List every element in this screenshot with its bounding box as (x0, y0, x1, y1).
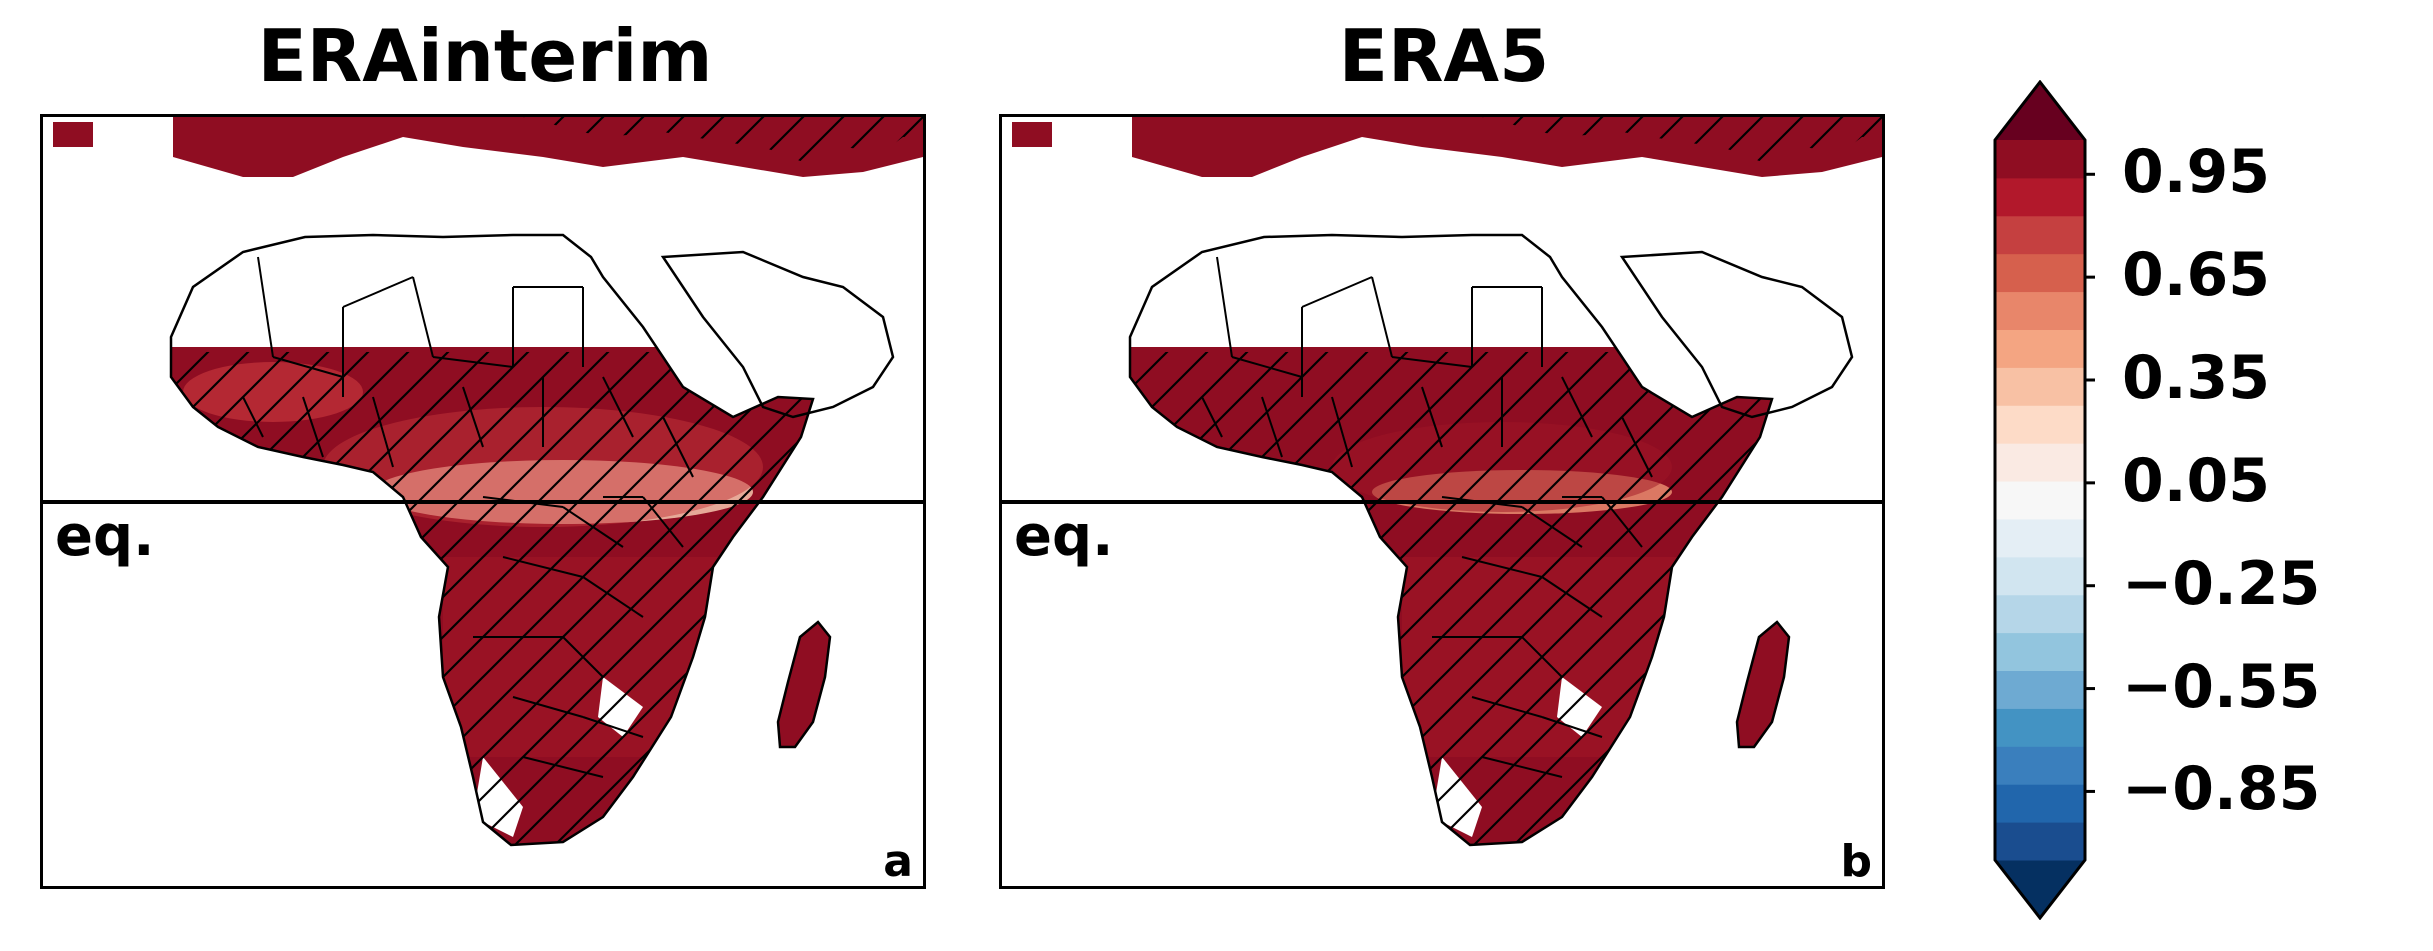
country-border (662, 416, 694, 478)
colorbar-bin (1995, 367, 2085, 406)
country-border (512, 696, 584, 718)
colorbar-tick-label: 0.35 (2122, 343, 2271, 413)
country-border (1461, 556, 1543, 578)
country-border (1521, 506, 1583, 548)
colorbar-bin (1995, 253, 2085, 293)
africa-coastline (169, 233, 815, 847)
country-border (1621, 416, 1653, 478)
country-border (1541, 716, 1603, 738)
colorbar-bin (1995, 518, 2085, 558)
equator-label-b: eq. (1014, 504, 1114, 569)
country-border (582, 716, 644, 738)
madagascar (776, 620, 832, 749)
colorbar-tick-label: 0.65 (2122, 240, 2271, 311)
country-border (1231, 356, 1303, 378)
africa-coastline (1128, 233, 1774, 847)
country-border (522, 756, 604, 778)
colorbar-tick-label: 0.95 (2122, 137, 2271, 208)
panel-a-title: ERAinterim (257, 14, 713, 98)
arabian-peninsula (1619, 250, 1854, 419)
colorbar-bin (1995, 784, 2085, 823)
country-border (272, 356, 344, 378)
panel-letter-b: b (1840, 836, 1873, 887)
arabian-peninsula (660, 250, 895, 419)
colorbar-tick-label: −0.55 (2122, 651, 2321, 722)
map-panel-b: eq. b (999, 114, 1885, 889)
colorbar-outline (1993, 80, 2087, 920)
colorbar-bin (1995, 177, 2085, 217)
colorbar-bin (1995, 708, 2085, 747)
colorbar-bin (1995, 443, 2085, 482)
country-border (257, 256, 274, 358)
colorbar-bin (1995, 822, 2085, 861)
colorbar-bin (1995, 746, 2085, 785)
map-a-canvas (43, 117, 923, 847)
country-border (1301, 276, 1373, 308)
map-panel-a: eq. a (40, 114, 926, 889)
panel-letter-a: a (883, 836, 913, 887)
country-border (1371, 276, 1393, 358)
country-border (462, 386, 484, 448)
colorbar-bin (1995, 670, 2085, 709)
country-border (1521, 636, 1563, 678)
country-border (302, 396, 324, 458)
colorbar-bin (1995, 405, 2085, 444)
colorbar-bin (1995, 215, 2085, 255)
colorbar-tick-label: −0.85 (2122, 754, 2321, 825)
country-border (1391, 356, 1473, 368)
country-border (432, 356, 514, 368)
equator-label-a: eq. (55, 504, 155, 569)
country-border (562, 636, 604, 678)
country-border (1481, 756, 1563, 778)
country-border (1201, 396, 1223, 438)
country-border (242, 396, 264, 438)
colorbar-tick-label: −0.25 (2122, 548, 2321, 619)
colorbar-tick-label: 0.05 (2122, 445, 2271, 516)
country-border (1331, 396, 1353, 468)
colorbar-extend-low (1995, 860, 2085, 918)
country-border (1601, 496, 1643, 548)
country-border (1561, 376, 1593, 438)
country-border (642, 496, 684, 548)
colorbar-bin (1995, 140, 2085, 179)
colorbar-bin (1995, 594, 2085, 634)
country-border (412, 276, 434, 358)
colorbar-extend-high (1995, 82, 2085, 140)
correlation-field (171, 347, 813, 845)
country-border (1421, 386, 1443, 448)
map-b-canvas (1002, 117, 1882, 847)
colorbar-bin (1995, 481, 2085, 520)
significance-hatching (173, 352, 813, 845)
madagascar (1735, 620, 1791, 749)
country-border (582, 576, 644, 618)
country-border (502, 556, 584, 578)
country-border (1261, 396, 1283, 458)
country-border (562, 506, 624, 548)
country-border (1216, 256, 1233, 358)
colorbar-bin (1995, 632, 2085, 672)
country-border (342, 276, 414, 308)
country-border (602, 376, 634, 438)
country-border (1471, 696, 1543, 718)
panel-b-title: ERA5 (1338, 14, 1550, 98)
colorbar-bin (1995, 291, 2085, 330)
correlation-field (1130, 347, 1772, 845)
country-border (1541, 576, 1603, 618)
colorbar-bin (1995, 329, 2085, 368)
colorbar (1993, 80, 2095, 920)
colorbar-bin (1995, 556, 2085, 596)
country-border (372, 396, 394, 468)
significance-hatching (1132, 352, 1772, 845)
